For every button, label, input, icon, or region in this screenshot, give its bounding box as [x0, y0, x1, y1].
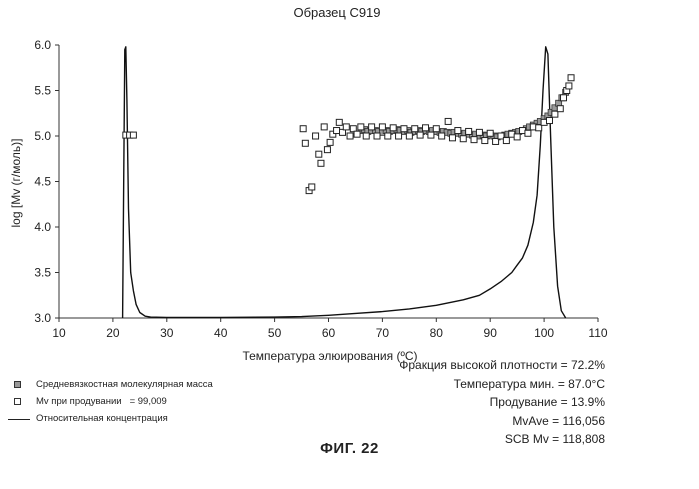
purge-mv-point [346, 132, 354, 140]
purge-mv-point [556, 105, 564, 113]
stat-mv-average: MvAve = 116,056 [512, 413, 605, 428]
y-tick-label: 3.5 [34, 266, 51, 280]
legend-label: Относительная концентрация [36, 413, 168, 424]
purge-mv-point [405, 132, 413, 140]
purge-mv-point [465, 127, 473, 135]
y-tick-label: 5.5 [34, 84, 51, 98]
y-tick-label: 4.0 [34, 220, 51, 234]
purge-mv-point [545, 117, 553, 125]
x-tick-label: 110 [588, 326, 607, 340]
y-tick-label: 4.5 [34, 175, 51, 189]
y-tick-label: 3.0 [34, 311, 51, 325]
purge-mv-point [353, 130, 361, 138]
purge-mv-point [524, 129, 532, 137]
purge-mv-point [378, 123, 386, 131]
x-tick-label: 20 [106, 326, 120, 340]
purge-mv-point [317, 159, 325, 167]
stat-high-density-fraction: Фракция высокой плотности = 72.2% [399, 358, 605, 372]
purge-mv-point [395, 132, 403, 140]
x-tick-label: 10 [52, 326, 66, 340]
purge-mv-point [357, 123, 365, 131]
open-square-icon [8, 397, 30, 406]
purge-mv-point [389, 124, 397, 132]
stat-purge: Продувание = 13.9% [489, 395, 605, 409]
figure-label: ФИГ. 22 [320, 440, 379, 457]
purge-mv-point [342, 123, 350, 131]
purge-mv-point [454, 127, 462, 135]
purge-mv-point [129, 131, 137, 139]
legend-item-purge-mv: Mv при продувании = 99,009 [8, 393, 213, 410]
x-tick-label: 60 [322, 326, 336, 340]
purge-mv-point [551, 110, 559, 118]
purge-mv-point [362, 132, 370, 140]
purge-mv-point [492, 137, 500, 145]
y-axis-title: log [Mv (г/моль)] [9, 139, 23, 228]
line-icon [8, 415, 30, 423]
stat-scb-mv: SCB Mv = 118,808 [504, 432, 605, 446]
purge-mv-point [481, 137, 489, 145]
chart-title: Образец C919 [293, 5, 380, 20]
purge-mv-point [497, 132, 505, 140]
purge-mv-point [444, 117, 452, 125]
purge-mv-point [301, 139, 309, 147]
legend-value: 99,009 [137, 396, 167, 407]
purge-mv-point [560, 94, 568, 102]
purge-mv-point [432, 125, 440, 133]
x-tick-label: 40 [214, 326, 228, 340]
stats-panel: Фракция высокой плотности = 72.2% Темпер… [399, 356, 605, 449]
purge-mv-point [308, 183, 316, 191]
purge-mv-point [422, 124, 430, 132]
purge-mv-point [459, 135, 467, 143]
purge-mv-point [339, 128, 347, 136]
purge-mv-point [373, 132, 381, 140]
purge-mv-point [427, 131, 435, 139]
legend-item-mv-average: Средневязкостная молекулярная масса [8, 376, 213, 393]
purge-mv-point [384, 132, 392, 140]
purge-mv-point [349, 125, 357, 133]
legend-label: Средневязкостная молекулярная масса [36, 379, 213, 390]
purge-mv-point [567, 74, 575, 82]
purge-mv-point [535, 124, 543, 132]
x-tick-label: 80 [430, 326, 444, 340]
x-tick-label: 70 [376, 326, 390, 340]
purge-mv-point [329, 130, 337, 138]
purge-mv-point [312, 132, 320, 140]
purge-mv-point [320, 123, 328, 131]
purge-mv-point [448, 134, 456, 142]
purge-mv-point [470, 136, 478, 144]
purge-mv-point [368, 123, 376, 131]
purge-mv-point [486, 129, 494, 137]
x-tick-label: 90 [484, 326, 498, 340]
x-axis-title: Температура элюирования (ºC) [242, 349, 417, 363]
purge-mv-point [416, 131, 424, 139]
purge-mv-point [565, 82, 573, 90]
concentration-line [121, 46, 567, 319]
purge-mv-point [513, 133, 521, 141]
legend-item-concentration: Относительная концентрация [8, 410, 213, 427]
x-tick-label: 100 [534, 326, 554, 340]
purge-mv-point [438, 132, 446, 140]
purge-mv-point [502, 137, 510, 145]
purge-mv-point [411, 125, 419, 133]
purge-mv-point [326, 138, 334, 146]
purge-mv-point [315, 150, 323, 158]
purge-mv-point [475, 128, 483, 136]
purge-mv-point [400, 125, 408, 133]
purge-mv-point [323, 146, 331, 154]
stat-min-temperature: Температура мин. = 87.0°C [453, 376, 605, 391]
x-tick-label: 30 [160, 326, 174, 340]
legend-label: Mv при продувании [36, 396, 122, 407]
purge-mv-point [299, 125, 307, 133]
legend: Средневязкостная молекулярная масса Mv п… [8, 376, 213, 427]
filled-square-icon [8, 380, 30, 389]
y-tick-label: 5.0 [34, 129, 51, 143]
purge-mv-point [333, 127, 341, 135]
purge-mv-point [335, 118, 343, 126]
y-tick-label: 6.0 [34, 38, 51, 52]
x-tick-label: 50 [268, 326, 282, 340]
